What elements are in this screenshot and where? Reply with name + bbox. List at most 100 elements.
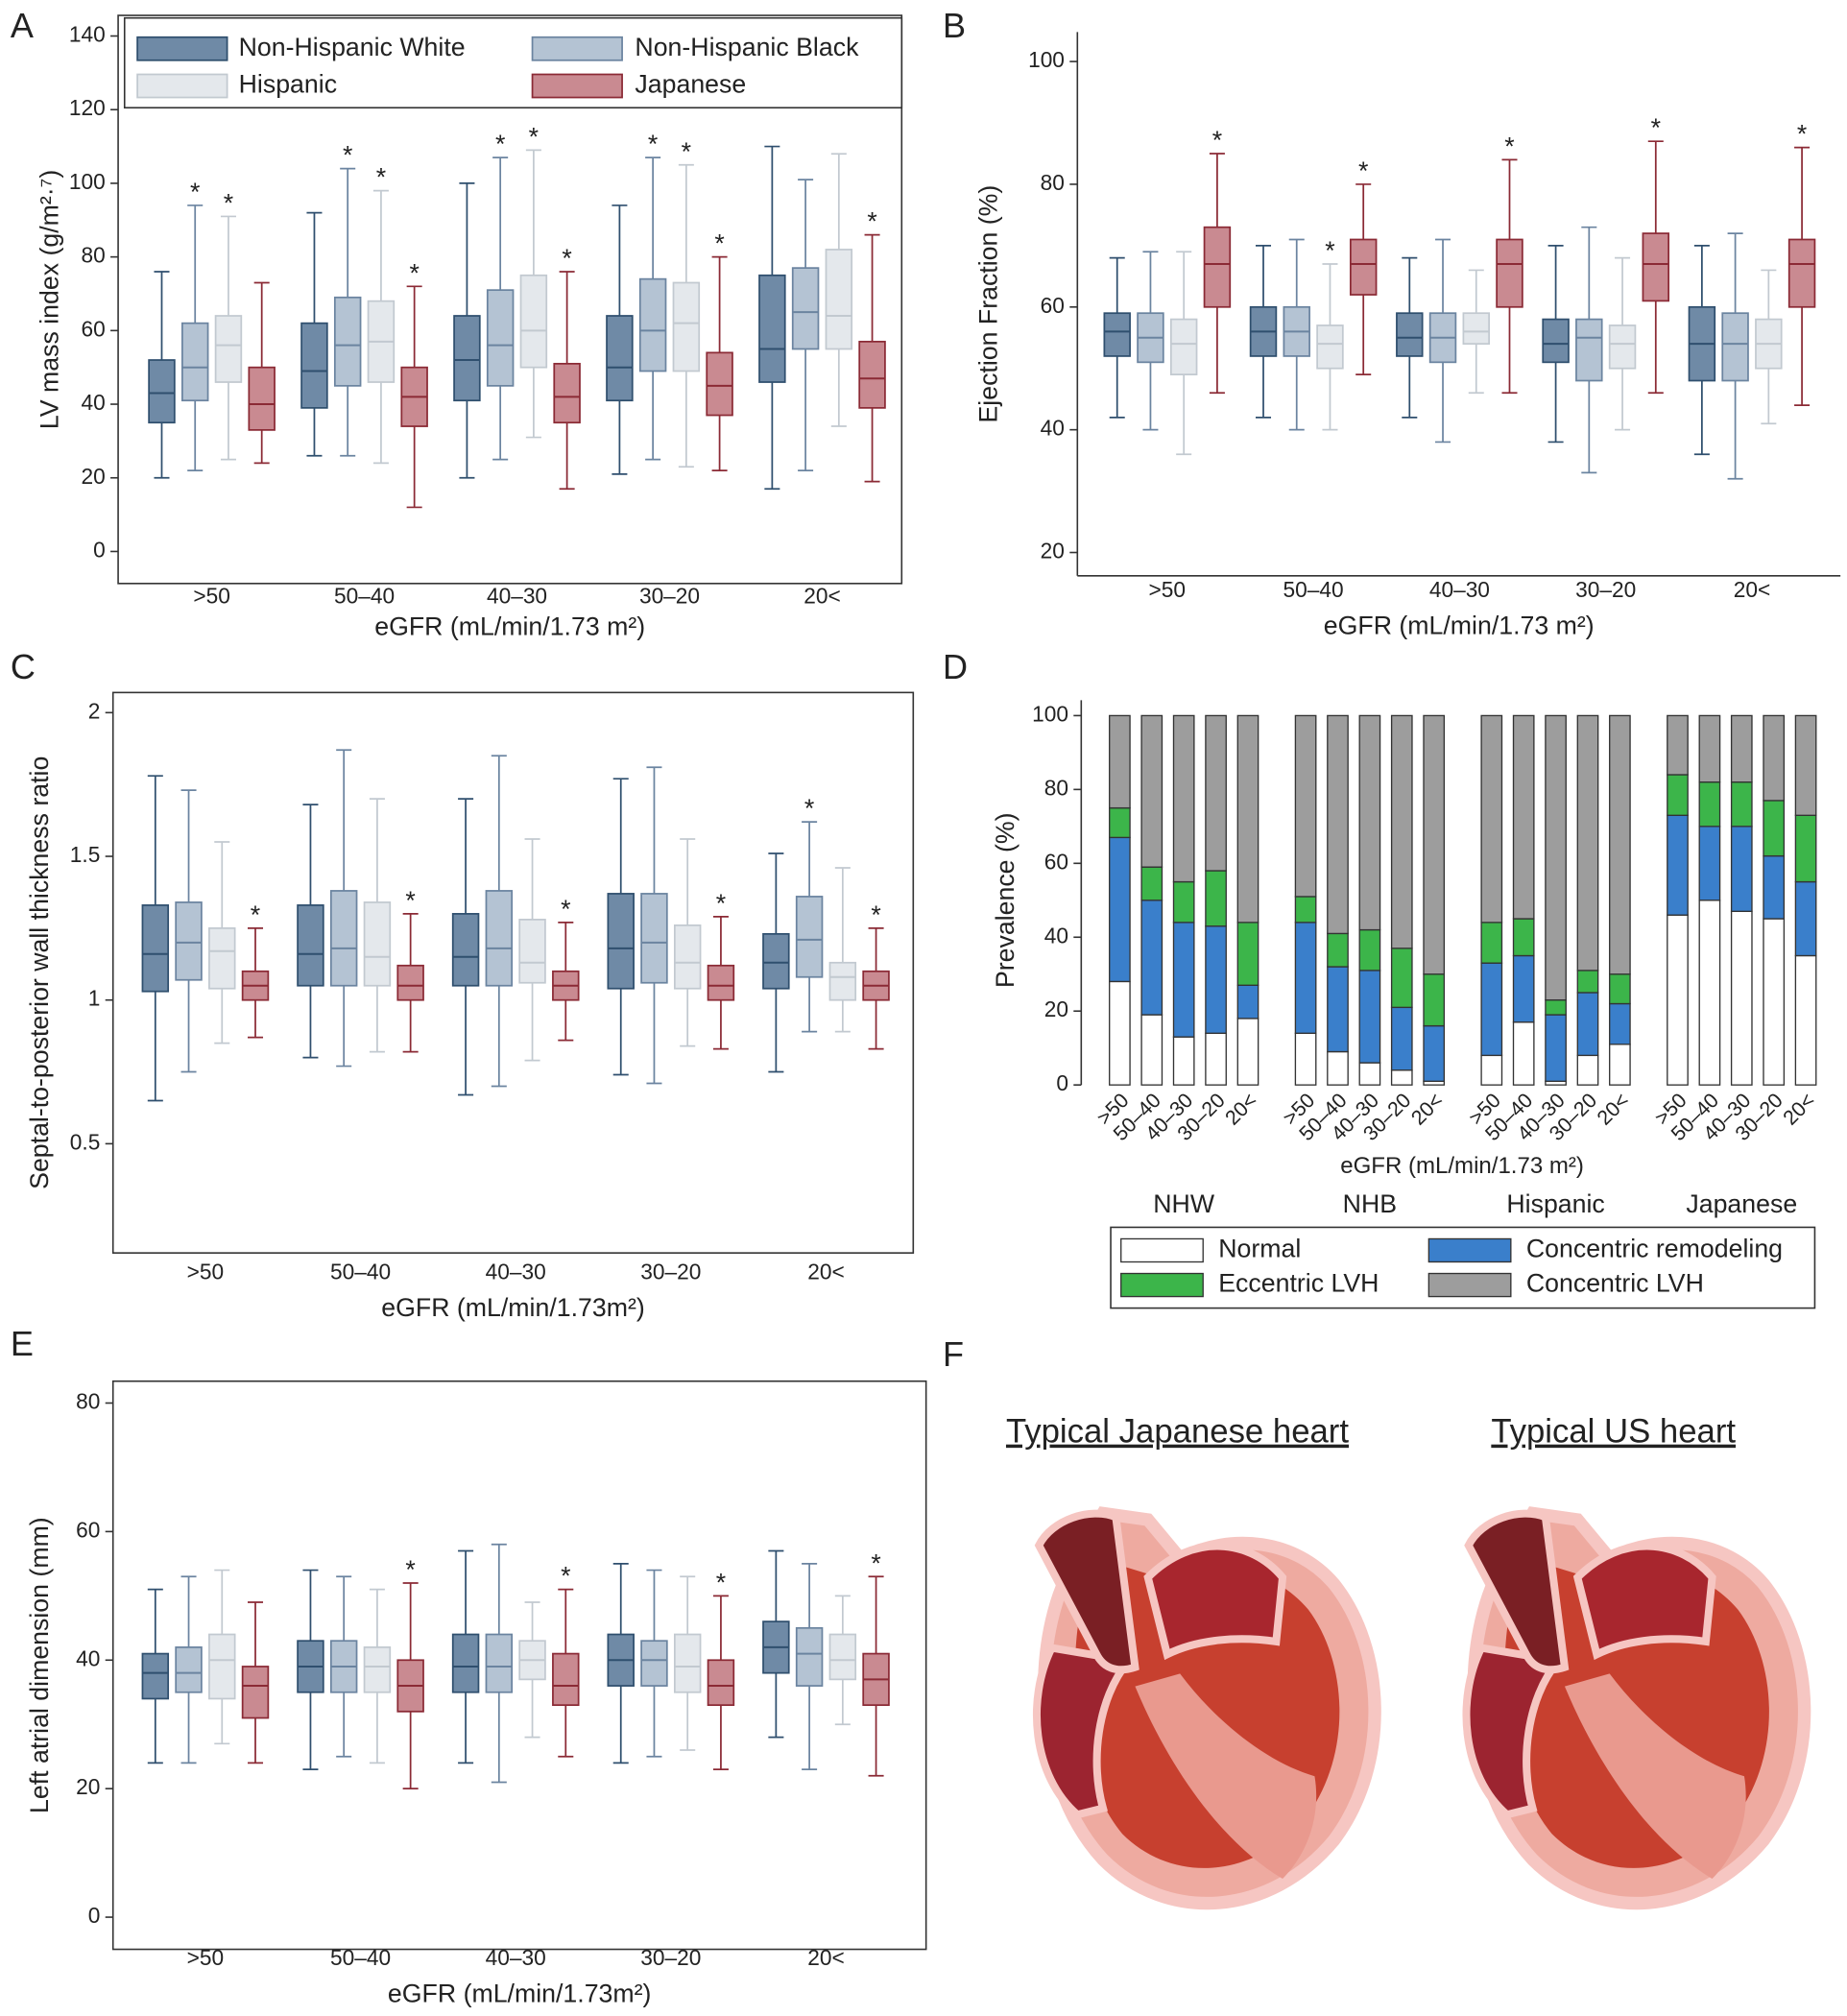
x-tick-label: 40–30 bbox=[486, 1945, 546, 1970]
bar-segment bbox=[1205, 1032, 1227, 1086]
lower-whisker bbox=[764, 382, 780, 491]
bar-segment bbox=[1172, 880, 1195, 924]
lower-whisker bbox=[802, 1686, 818, 1770]
legend-label: Eccentric LVH bbox=[1218, 1269, 1379, 1298]
box bbox=[1103, 312, 1131, 357]
bar-segment bbox=[1294, 714, 1317, 898]
plot-frame bbox=[111, 691, 915, 1254]
box bbox=[640, 893, 668, 984]
significance-marker: * bbox=[716, 889, 726, 918]
lower-whisker bbox=[612, 988, 629, 1076]
significance-marker: * bbox=[409, 258, 419, 287]
lower-whisker bbox=[768, 988, 784, 1073]
bar-segment bbox=[1763, 714, 1786, 802]
lower-whisker bbox=[834, 999, 851, 1033]
upper-whisker bbox=[1501, 158, 1518, 240]
upper-whisker bbox=[864, 233, 880, 342]
lower-whisker bbox=[558, 1705, 574, 1758]
y-tick-label: 140 bbox=[69, 22, 106, 47]
lower-whisker bbox=[712, 999, 729, 1050]
x-tick-label: 50–40 bbox=[1283, 577, 1344, 602]
bar-segment bbox=[1109, 714, 1131, 809]
box bbox=[1496, 238, 1523, 308]
box bbox=[825, 249, 853, 350]
box bbox=[1316, 324, 1344, 370]
upper-whisker bbox=[247, 1601, 264, 1667]
bar-segment bbox=[1327, 966, 1349, 1053]
lower-whisker bbox=[1142, 362, 1159, 431]
y-tick-label: 20 bbox=[76, 1774, 100, 1799]
x-tick-label: 40–30 bbox=[1429, 577, 1490, 602]
upper-whisker bbox=[868, 926, 884, 972]
bar-segment bbox=[1576, 1054, 1599, 1086]
upper-whisker bbox=[764, 145, 780, 276]
box bbox=[762, 932, 790, 990]
legend-label: Concentric LVH bbox=[1526, 1269, 1704, 1298]
box bbox=[606, 315, 634, 402]
bar-segment bbox=[1730, 910, 1753, 1086]
box bbox=[1462, 312, 1490, 346]
box bbox=[607, 893, 635, 990]
x-tick-label: 20< bbox=[804, 584, 841, 609]
upper-whisker bbox=[1727, 232, 1743, 314]
upper-whisker bbox=[802, 821, 818, 897]
box bbox=[553, 362, 581, 424]
legend-swatch bbox=[1427, 1237, 1512, 1263]
bar-segment bbox=[1545, 714, 1567, 1001]
lower-whisker bbox=[369, 1692, 385, 1764]
legend-label: Japanese bbox=[635, 70, 746, 99]
lower-whisker bbox=[214, 1698, 230, 1745]
upper-whisker bbox=[798, 179, 814, 269]
bar-segment bbox=[1576, 970, 1599, 994]
bar-segment bbox=[1390, 1069, 1413, 1086]
bar-segment bbox=[1236, 922, 1259, 986]
x-tick-label: 50–40 bbox=[334, 584, 395, 609]
bar-segment bbox=[1236, 714, 1259, 924]
bar-segment bbox=[1205, 870, 1227, 927]
x-tick-label: 30–20 bbox=[639, 584, 700, 609]
y-axis-label: Ejection Fraction (%) bbox=[974, 185, 1003, 423]
box bbox=[1203, 226, 1232, 308]
bar-segment bbox=[1698, 714, 1721, 783]
x-axis-label: eGFR (mL/min/1.73m²) bbox=[388, 1980, 652, 2008]
box bbox=[486, 289, 515, 387]
lower-whisker bbox=[1288, 355, 1305, 431]
box bbox=[795, 1626, 824, 1687]
bar-segment bbox=[1576, 992, 1599, 1057]
y-tick-label: 80 bbox=[1044, 775, 1068, 800]
bar-segment bbox=[1109, 836, 1131, 983]
x-tick-label: 20< bbox=[807, 1945, 845, 1970]
significance-marker: * bbox=[867, 207, 876, 236]
lower-whisker bbox=[180, 1692, 197, 1764]
box bbox=[141, 904, 170, 993]
lower-whisker bbox=[646, 1686, 662, 1758]
lower-whisker bbox=[868, 999, 884, 1050]
y-axis-label: LV mass index (g/m²·⁷) bbox=[36, 170, 64, 429]
bar-segment bbox=[1730, 714, 1753, 783]
lower-whisker bbox=[1693, 380, 1710, 456]
bar-segment bbox=[1480, 962, 1503, 1057]
upper-whisker bbox=[712, 1595, 729, 1661]
lower-whisker bbox=[524, 1679, 540, 1739]
lower-whisker bbox=[306, 407, 323, 457]
lower-whisker bbox=[768, 1672, 784, 1739]
box bbox=[1787, 238, 1816, 308]
lower-whisker bbox=[1761, 368, 1777, 425]
box bbox=[329, 890, 358, 987]
upper-whisker bbox=[712, 916, 729, 966]
bar-segment bbox=[1327, 714, 1349, 935]
upper-whisker bbox=[1142, 251, 1159, 314]
lower-whisker bbox=[147, 1698, 163, 1764]
box bbox=[758, 274, 786, 383]
illustration-title: Typical Japanese heart bbox=[1006, 1414, 1349, 1451]
upper-whisker bbox=[1468, 269, 1484, 314]
x-tick-label: >50 bbox=[1149, 577, 1187, 602]
significance-marker: * bbox=[529, 122, 539, 151]
legend-swatch bbox=[1120, 1272, 1204, 1298]
legend-swatch bbox=[531, 73, 623, 99]
lower-whisker bbox=[646, 982, 662, 1085]
bar-segment bbox=[1140, 714, 1163, 868]
significance-marker: * bbox=[190, 178, 200, 206]
bar-segment bbox=[1512, 714, 1535, 920]
